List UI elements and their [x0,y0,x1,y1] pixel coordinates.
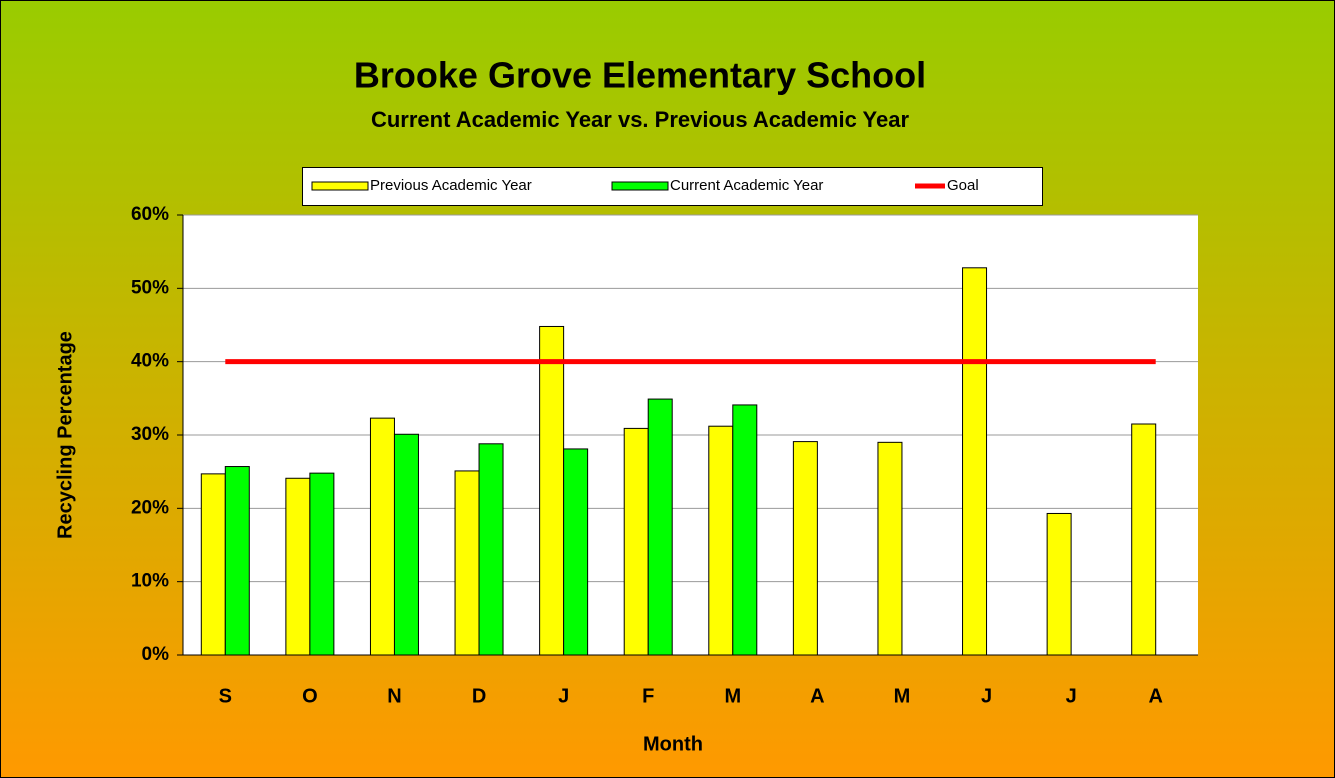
x-tick-label: J [558,685,569,707]
legend-swatch [311,181,369,191]
x-tick-label: J [1066,685,1077,707]
bar [478,443,504,656]
x-tick-label: J [981,685,992,707]
bar [623,427,649,656]
y-tick-label: 50% [131,277,169,298]
bar [200,473,226,656]
chart-title: Brooke Grove Elementary School [354,55,926,96]
bar [369,417,395,656]
bar [708,425,734,656]
y-tick-label: 60% [131,204,169,225]
y-tick-label: 30% [131,424,169,445]
legend-swatch [611,181,669,191]
y-tick-label: 40% [131,351,169,372]
y-tick-label: 10% [131,571,169,592]
legend-label: Current Academic Year [670,177,823,194]
y-tick-label: 0% [142,644,170,665]
bar [309,472,335,656]
x-tick-label: A [810,685,824,707]
bar [647,398,673,656]
bar [285,477,311,656]
legend-label: Goal [947,177,979,194]
x-axis-label: Month [643,733,703,755]
y-tick-label: 20% [131,497,169,518]
bar [539,325,565,656]
x-tick-label: D [472,685,486,707]
x-tick-label: N [387,685,401,707]
x-tick-label: F [642,685,654,707]
bar [1046,512,1072,656]
bar [877,441,903,656]
legend-label: Previous Academic Year [370,177,532,194]
x-tick-label: M [894,685,911,707]
x-tick-label: S [219,685,232,707]
bar [224,466,250,656]
bar [1131,423,1157,656]
bar [732,404,758,656]
x-tick-label: A [1148,685,1162,707]
x-tick-label: O [302,685,318,707]
y-axis-label: Recycling Percentage [54,331,76,539]
chart-subtitle: Current Academic Year vs. Previous Acade… [371,107,910,132]
bar [454,470,480,656]
bar [962,267,988,656]
bar [563,448,589,656]
bar [792,441,818,656]
bar [393,433,419,656]
x-tick-label: M [724,685,741,707]
